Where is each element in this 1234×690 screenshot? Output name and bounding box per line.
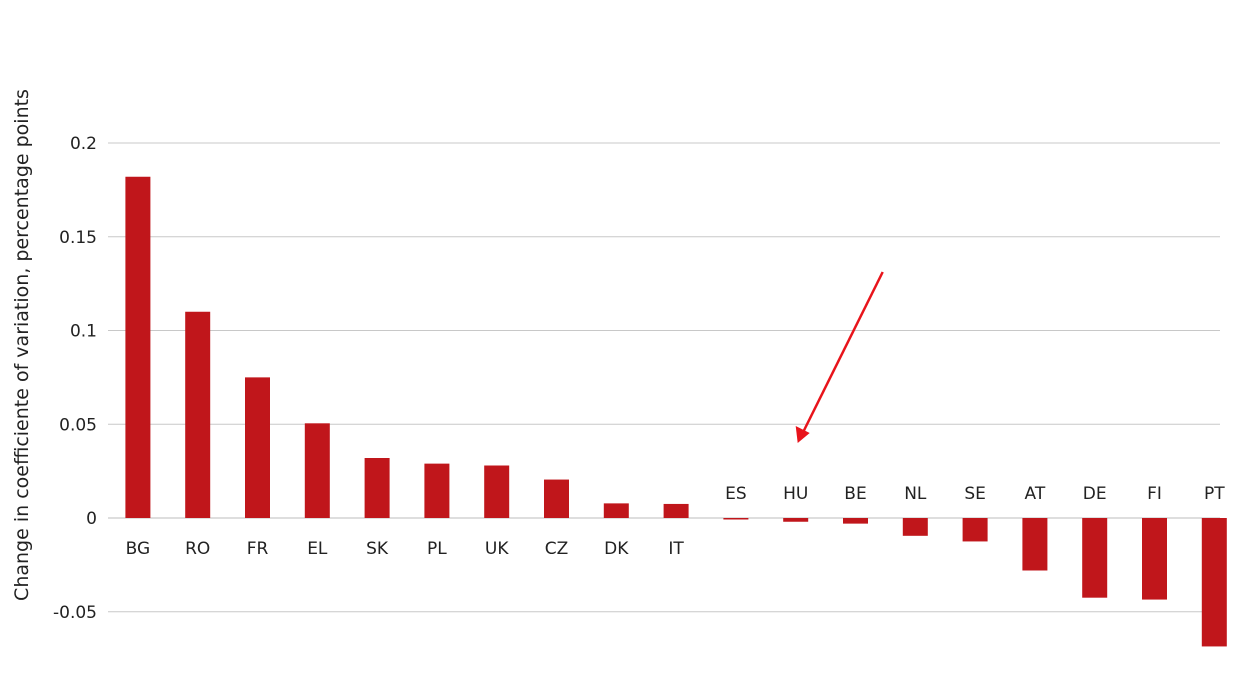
y-tick-label: 0.1 bbox=[70, 322, 97, 342]
bar-cz bbox=[544, 479, 569, 518]
y-tick-label: 0.05 bbox=[59, 415, 97, 435]
category-label-se: SE bbox=[964, 484, 986, 504]
bar-hu bbox=[783, 518, 809, 522]
category-label-hu: HU bbox=[783, 484, 808, 504]
bar-bg bbox=[125, 176, 151, 518]
bar-dk bbox=[603, 503, 629, 518]
category-label-cz: CZ bbox=[545, 539, 569, 559]
bar-ro bbox=[185, 311, 211, 518]
bar-de bbox=[1082, 518, 1108, 598]
bar-uk bbox=[484, 465, 510, 518]
category-labels: BG RO FR EL SK PL UK CZ DK IT ES HU BE NL SE AT DE FI PT bbox=[126, 484, 1226, 559]
category-label-pl: PL bbox=[427, 539, 447, 559]
bar-el bbox=[304, 423, 330, 518]
category-label-it: IT bbox=[668, 539, 684, 559]
bar-pt bbox=[1201, 518, 1227, 647]
y-tick-label: 0.2 bbox=[70, 134, 97, 154]
category-label-be: BE bbox=[844, 484, 866, 504]
category-label-el: EL bbox=[307, 539, 328, 559]
bar-nl bbox=[902, 518, 928, 536]
category-label-ro: RO bbox=[185, 539, 210, 559]
bars bbox=[125, 176, 1227, 647]
y-axis-title: Change in coefficiente of variation, per… bbox=[11, 89, 33, 601]
bar-it bbox=[663, 503, 689, 518]
bar-fr bbox=[245, 377, 270, 518]
bar-es bbox=[723, 518, 749, 520]
category-label-sk: SK bbox=[366, 539, 389, 559]
category-label-uk: UK bbox=[485, 539, 509, 559]
category-label-es: ES bbox=[725, 484, 747, 504]
category-label-dk: DK bbox=[604, 539, 629, 559]
annotation-arrow-head bbox=[795, 426, 810, 443]
category-label-fi: FI bbox=[1147, 484, 1162, 504]
y-axis-ticks: 0.2 0.15 0.1 0.05 0 -0.05 bbox=[53, 134, 97, 623]
bar-se bbox=[962, 518, 988, 542]
annotation bbox=[795, 271, 884, 443]
category-label-pt: PT bbox=[1204, 484, 1225, 504]
bar-be bbox=[843, 518, 868, 524]
category-label-bg: BG bbox=[126, 539, 151, 559]
annotation-arrow-line bbox=[800, 271, 884, 436]
y-tick-label: 0.15 bbox=[59, 228, 97, 248]
category-label-fr: FR bbox=[247, 539, 269, 559]
y-tick-label: 0 bbox=[86, 509, 97, 529]
category-label-nl: NL bbox=[904, 484, 927, 504]
bar-fi bbox=[1142, 518, 1167, 600]
category-label-at: AT bbox=[1025, 484, 1046, 504]
category-label-de: DE bbox=[1083, 484, 1107, 504]
y-tick-label: -0.05 bbox=[53, 603, 97, 623]
bar-pl bbox=[424, 463, 450, 518]
gridlines bbox=[108, 142, 1220, 613]
bar-sk bbox=[364, 458, 390, 518]
bar-at bbox=[1022, 518, 1048, 571]
